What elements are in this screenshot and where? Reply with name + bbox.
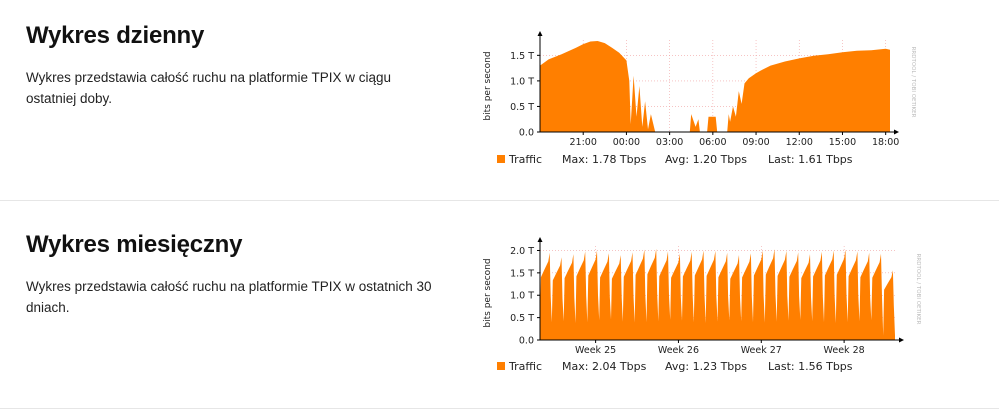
x-tick-label: 03:00 bbox=[656, 137, 683, 148]
traffic-area bbox=[540, 248, 895, 340]
x-axis-arrow bbox=[894, 129, 899, 135]
rrdtool-watermark: RRDTOOL / TOBI OETIKER bbox=[915, 254, 921, 325]
x-tick-label: Week 28 bbox=[824, 345, 865, 356]
monthly-section: Wykres miesięczny Wykres przedstawia cał… bbox=[0, 201, 999, 409]
daily-description: Wykres przedstawia całość ruchu na platf… bbox=[26, 70, 392, 106]
traffic-area bbox=[540, 41, 890, 132]
y-axis-title: bits per second bbox=[483, 258, 493, 327]
x-tick-label: 00:00 bbox=[613, 137, 640, 148]
monthly-title: Wykres miesięczny bbox=[26, 231, 243, 258]
y-tick-label: 1.5 T bbox=[510, 268, 534, 279]
y-axis-title: bits per second bbox=[483, 51, 493, 120]
x-tick-label: 15:00 bbox=[829, 137, 856, 148]
x-tick-label: 12:00 bbox=[786, 137, 813, 148]
daily-section: Wykres dzienny Wykres przedstawia całość… bbox=[0, 0, 999, 201]
y-tick-label: 0.0 bbox=[519, 128, 534, 139]
y-tick-label: 1.0 T bbox=[510, 291, 534, 302]
y-axis-arrow bbox=[537, 237, 543, 242]
x-axis-arrow bbox=[899, 337, 904, 343]
x-tick-label: 18:00 bbox=[872, 137, 899, 148]
daily-title: Wykres dzienny bbox=[26, 22, 205, 49]
legend-swatch bbox=[497, 362, 505, 370]
x-tick-label: 21:00 bbox=[570, 137, 597, 148]
x-tick-label: Week 25 bbox=[575, 345, 616, 356]
daily-traffic-chart: 0.0 0.5 T 1.0 T 1.5 T 21:00 00:00 03:00 06:00 09… bbox=[483, 31, 916, 166]
y-tick-label: 2.0 T bbox=[510, 246, 534, 257]
y-axis-arrow bbox=[537, 31, 543, 36]
y-tick-label: 0.5 T bbox=[510, 313, 534, 324]
x-tick-label: Week 27 bbox=[741, 345, 782, 356]
legend-last: Last: 1.61 Tbps bbox=[768, 153, 853, 166]
monthly-description: Wykres przedstawia całość ruchu na platf… bbox=[26, 279, 432, 315]
legend-avg: Avg: 1.20 Tbps bbox=[665, 153, 747, 166]
legend-last: Last: 1.56 Tbps bbox=[768, 360, 853, 373]
x-tick-label: 09:00 bbox=[742, 137, 769, 148]
monthly-traffic-chart: 0.0 0.5 T 1.0 T 1.5 T 2.0 T Week 25 Week 26 Wee… bbox=[483, 237, 921, 373]
y-tick-label: 1.0 T bbox=[510, 76, 534, 87]
y-tick-label: 0.5 T bbox=[510, 102, 534, 113]
legend-max: Max: 2.04 Tbps bbox=[562, 360, 647, 373]
legend-swatch bbox=[497, 155, 505, 163]
legend-max: Max: 1.78 Tbps bbox=[562, 153, 647, 166]
legend-label: Traffic bbox=[508, 153, 542, 166]
legend-avg: Avg: 1.23 Tbps bbox=[665, 360, 747, 373]
y-tick-label: 1.5 T bbox=[510, 51, 534, 62]
x-tick-label: 06:00 bbox=[699, 137, 726, 148]
rrdtool-watermark: RRDTOOL / TOBI OETIKER bbox=[910, 47, 916, 118]
x-tick-label: Week 26 bbox=[658, 345, 699, 356]
y-tick-label: 0.0 bbox=[519, 336, 534, 347]
legend-label: Traffic bbox=[508, 360, 542, 373]
